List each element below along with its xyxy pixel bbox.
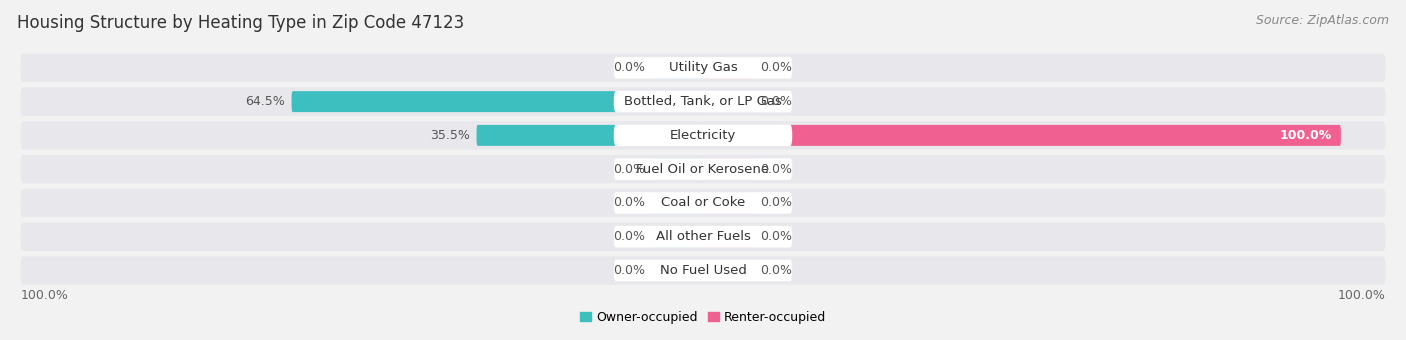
Text: 100.0%: 100.0% [21,289,69,302]
Text: Source: ZipAtlas.com: Source: ZipAtlas.com [1256,14,1389,27]
FancyBboxPatch shape [703,192,754,214]
FancyBboxPatch shape [613,226,793,248]
FancyBboxPatch shape [21,121,1385,150]
FancyBboxPatch shape [613,91,793,113]
FancyBboxPatch shape [21,223,1385,251]
FancyBboxPatch shape [291,91,703,112]
Text: 0.0%: 0.0% [761,95,793,108]
FancyBboxPatch shape [21,155,1385,183]
Text: 0.0%: 0.0% [761,197,793,209]
Text: 35.5%: 35.5% [430,129,470,142]
FancyBboxPatch shape [613,158,793,180]
FancyBboxPatch shape [613,124,793,146]
FancyBboxPatch shape [703,57,754,78]
Text: 0.0%: 0.0% [761,264,793,277]
Text: All other Fuels: All other Fuels [655,230,751,243]
FancyBboxPatch shape [21,87,1385,116]
FancyBboxPatch shape [652,57,703,78]
Text: Electricity: Electricity [669,129,737,142]
FancyBboxPatch shape [21,54,1385,82]
Text: 64.5%: 64.5% [246,95,285,108]
Text: 0.0%: 0.0% [761,230,793,243]
Text: 100.0%: 100.0% [1337,289,1385,302]
FancyBboxPatch shape [652,192,703,214]
Text: 100.0%: 100.0% [1279,129,1331,142]
Text: Bottled, Tank, or LP Gas: Bottled, Tank, or LP Gas [624,95,782,108]
FancyBboxPatch shape [703,260,754,281]
FancyBboxPatch shape [652,226,703,247]
FancyBboxPatch shape [477,125,703,146]
Text: 0.0%: 0.0% [613,197,645,209]
Legend: Owner-occupied, Renter-occupied: Owner-occupied, Renter-occupied [579,310,827,324]
FancyBboxPatch shape [613,57,793,79]
FancyBboxPatch shape [613,260,793,281]
FancyBboxPatch shape [652,260,703,281]
Text: Utility Gas: Utility Gas [669,61,737,74]
Text: 0.0%: 0.0% [613,61,645,74]
Text: 0.0%: 0.0% [761,61,793,74]
FancyBboxPatch shape [703,125,1341,146]
Text: 0.0%: 0.0% [613,230,645,243]
FancyBboxPatch shape [703,91,754,112]
Text: No Fuel Used: No Fuel Used [659,264,747,277]
FancyBboxPatch shape [703,226,754,247]
FancyBboxPatch shape [613,192,793,214]
FancyBboxPatch shape [21,256,1385,285]
Text: Housing Structure by Heating Type in Zip Code 47123: Housing Structure by Heating Type in Zip… [17,14,464,32]
FancyBboxPatch shape [21,189,1385,217]
FancyBboxPatch shape [703,159,754,180]
Text: 0.0%: 0.0% [613,163,645,176]
Text: 0.0%: 0.0% [761,163,793,176]
Text: 0.0%: 0.0% [613,264,645,277]
FancyBboxPatch shape [652,159,703,180]
Text: Coal or Coke: Coal or Coke [661,197,745,209]
Text: Fuel Oil or Kerosene: Fuel Oil or Kerosene [637,163,769,176]
